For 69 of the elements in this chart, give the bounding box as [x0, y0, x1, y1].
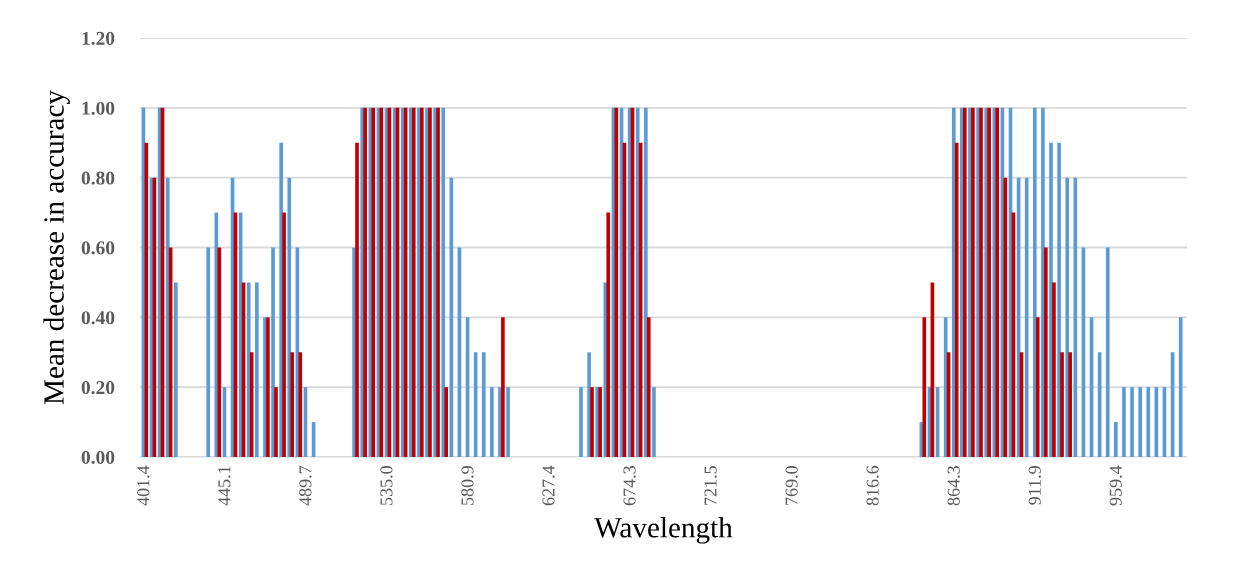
bar: [282, 212, 286, 457]
y-tick-label: 1.00: [82, 101, 115, 115]
bar: [174, 282, 178, 457]
bar: [644, 107, 648, 457]
bar: [274, 387, 278, 457]
y-tick-label: 0.80: [81, 171, 115, 185]
y-tick-label: 0.40: [81, 311, 115, 325]
bar: [1105, 247, 1110, 457]
bar: [1068, 352, 1072, 457]
x-tick-label: 489.7: [299, 465, 312, 506]
bar: [1032, 107, 1037, 457]
bar: [587, 352, 591, 457]
bar: [441, 107, 446, 457]
bar: [1057, 142, 1061, 457]
bar: [1049, 142, 1053, 457]
bar: [1130, 387, 1134, 457]
bar: [1178, 317, 1183, 457]
bar: [954, 142, 959, 457]
bar: [1114, 422, 1118, 457]
bar: [506, 387, 510, 457]
bar: [1041, 107, 1045, 457]
x-tick-label: 864.3: [947, 466, 960, 506]
x-tick-label: 535.0: [380, 466, 393, 505]
bar: [590, 387, 594, 457]
bar: [1035, 317, 1040, 457]
bar: [652, 387, 656, 457]
bar: [1138, 387, 1142, 457]
x-tick-label: 401.4: [137, 465, 150, 506]
bar: [1003, 177, 1008, 457]
x-tick-label: 580.9: [461, 466, 474, 505]
bar: [490, 387, 494, 457]
y-tick-label: 1.20: [82, 31, 115, 46]
x-tick-label: 445.1: [218, 466, 231, 506]
x-tick-label: 721.5: [704, 466, 717, 505]
bar: [217, 247, 222, 457]
bar: [1122, 387, 1126, 457]
bar: [922, 317, 927, 457]
bar: [271, 247, 275, 457]
bar: [1052, 282, 1056, 457]
bar: [206, 247, 211, 457]
x-axis-title: Wavelength: [594, 517, 733, 544]
y-tick-label: 0.00: [81, 450, 115, 465]
x-tick-label: 769.0: [785, 466, 798, 505]
bar: [355, 142, 359, 457]
x-tick-label: 674.3: [623, 466, 636, 506]
bar: [1146, 387, 1151, 457]
bar: [481, 352, 486, 457]
bar: [287, 177, 292, 457]
x-tick-label: 627.4: [542, 465, 555, 506]
bar: [144, 142, 149, 457]
bar: [255, 282, 259, 457]
y-tick-label: 0.60: [81, 241, 115, 255]
y-tick-label: 0.20: [81, 380, 115, 395]
bar: [1044, 247, 1048, 457]
x-tick-label: 959.4: [1109, 465, 1122, 506]
bar: [1024, 177, 1029, 457]
bar: [646, 317, 651, 457]
bar: [246, 282, 251, 457]
bar: [501, 317, 505, 457]
bar: [606, 212, 611, 457]
bar: [1065, 177, 1070, 457]
bar: [444, 387, 448, 457]
bar: [579, 387, 583, 457]
x-tick-label: 816.6: [866, 465, 879, 506]
y-axis-title: Mean decrease in accuracy: [43, 90, 70, 405]
bar: [298, 352, 303, 457]
bar: [290, 352, 295, 457]
bar: [1060, 352, 1064, 457]
x-tick-label: 911.9: [1028, 466, 1041, 505]
